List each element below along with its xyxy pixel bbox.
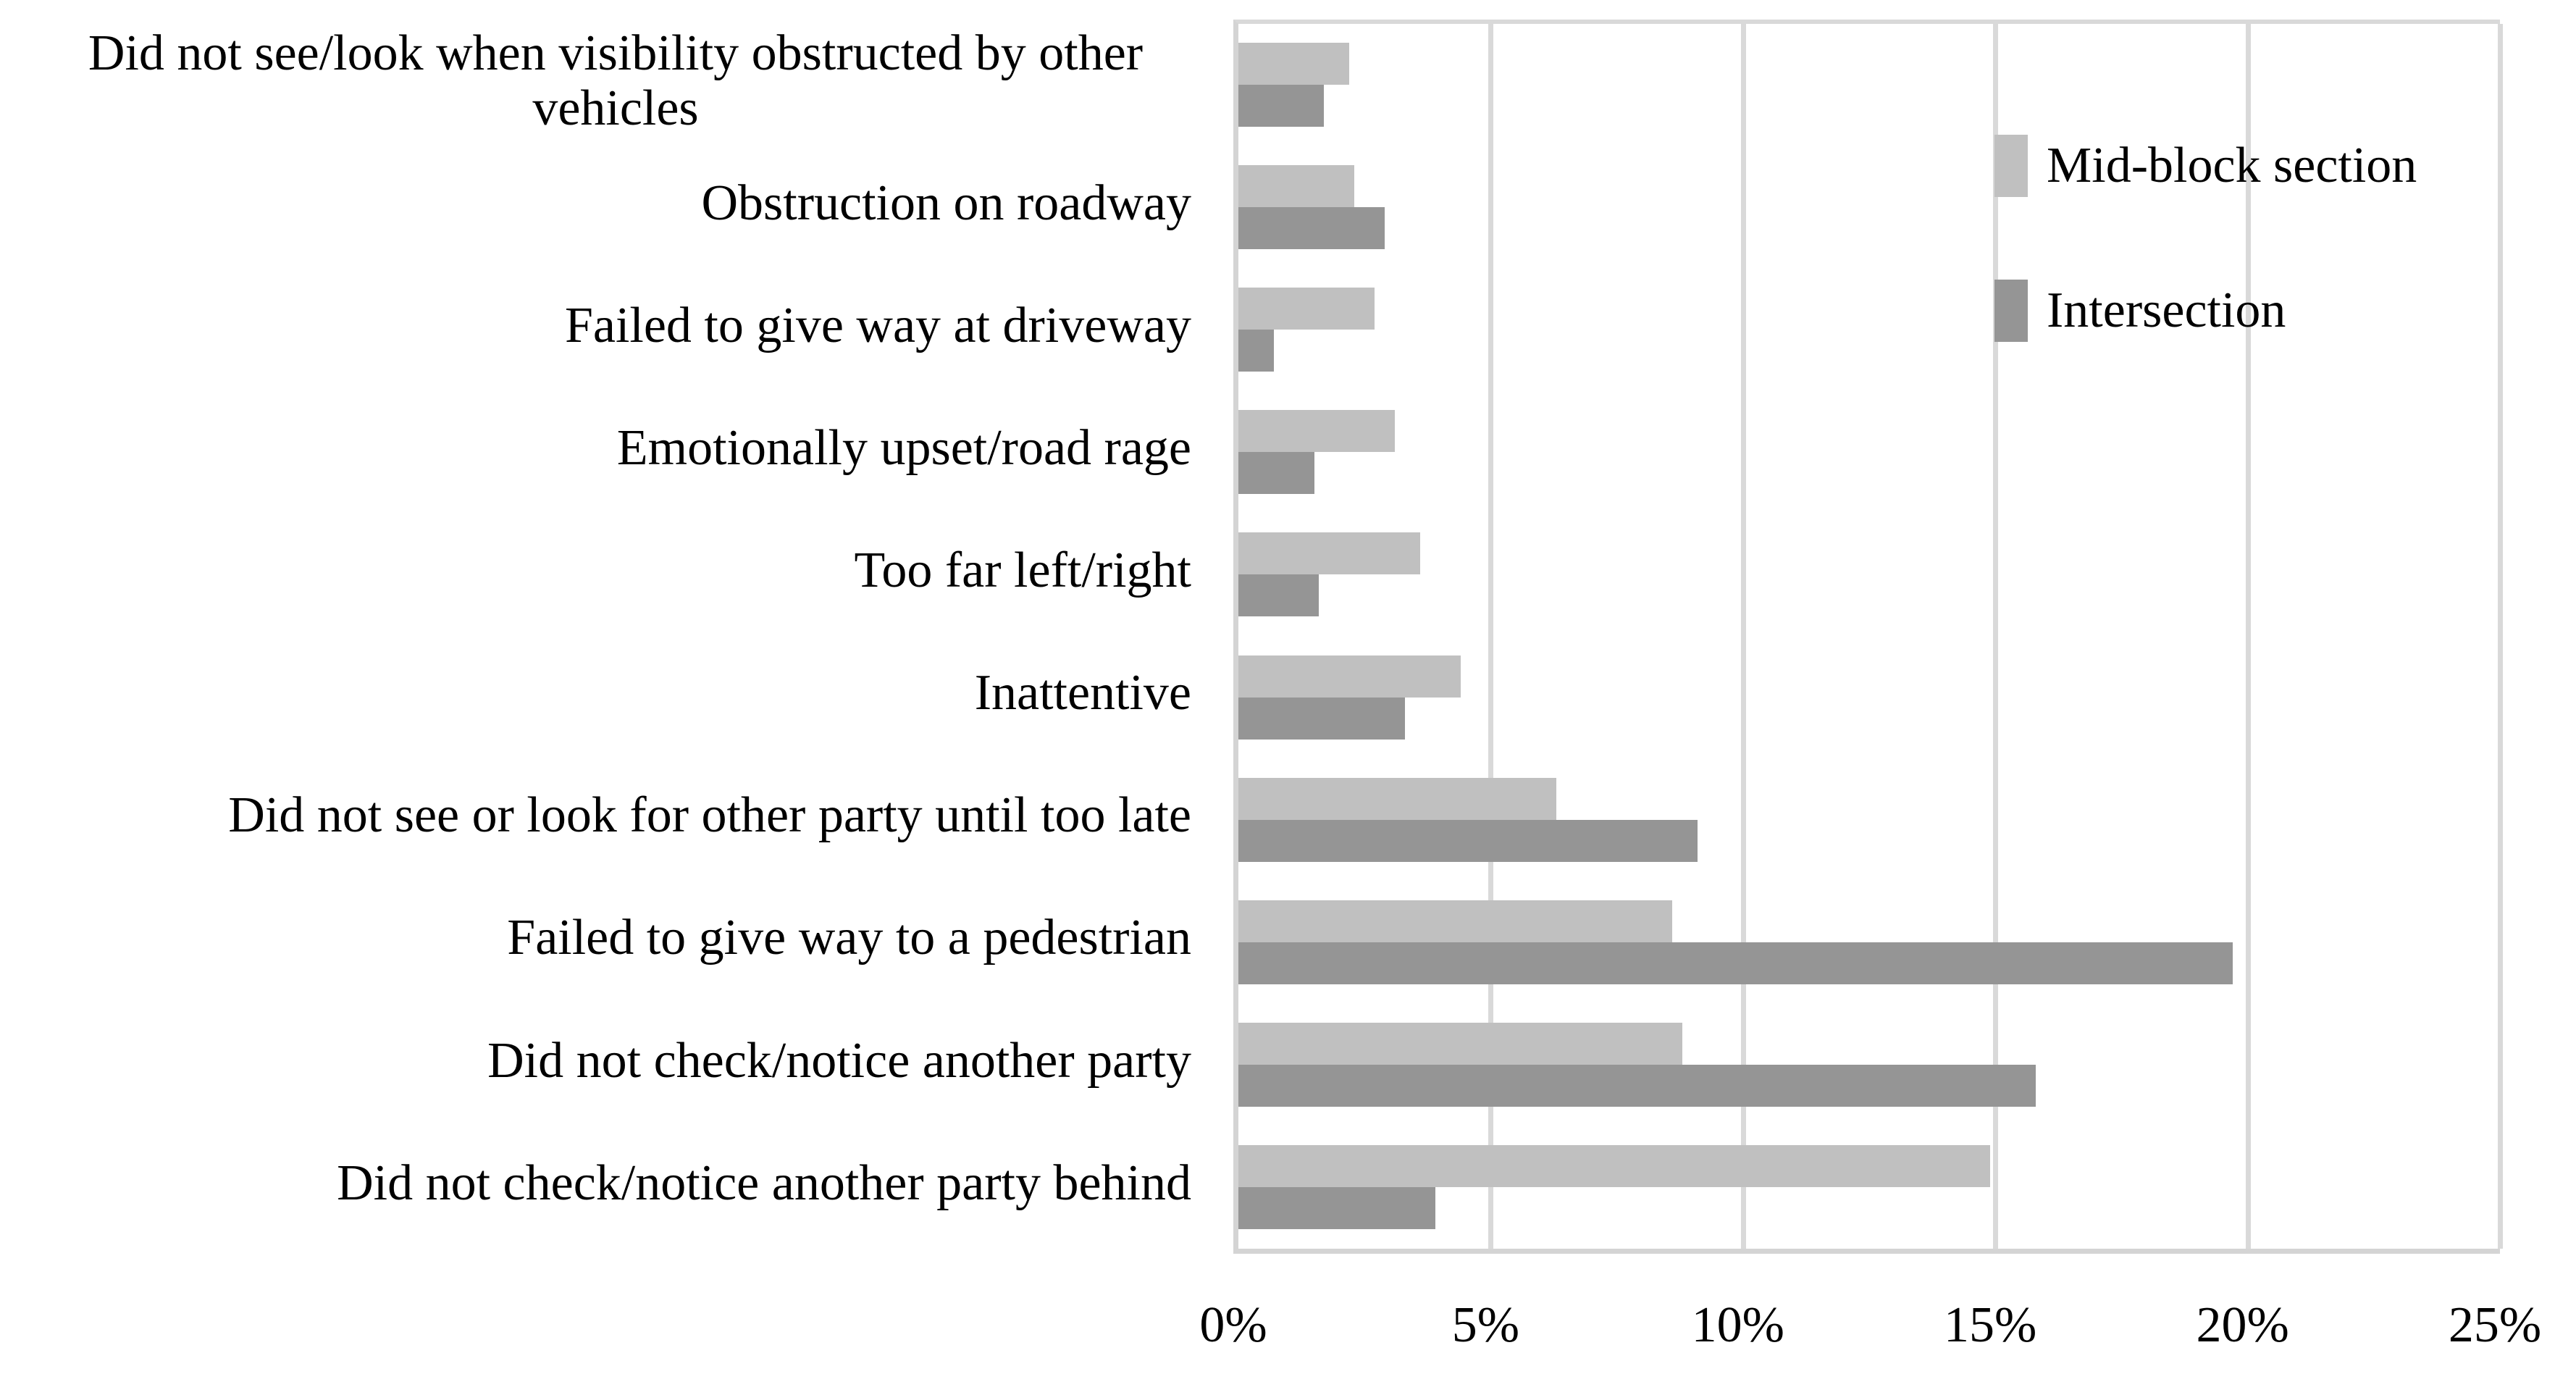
category-row bbox=[1238, 637, 2500, 759]
category-label-text: Did not see or look for other party unti… bbox=[228, 787, 1191, 844]
x-tick-label: 15% bbox=[1944, 1297, 2037, 1353]
category-label-text: Failed to give way at driveway bbox=[564, 297, 1191, 353]
category-label: Too far left/right bbox=[0, 509, 1192, 632]
bar-intersection bbox=[1238, 330, 1274, 372]
category-label: Did not check/notice another party bbox=[0, 1000, 1191, 1122]
bar-intersection bbox=[1238, 697, 1405, 740]
bar-mid-block bbox=[1238, 288, 1375, 330]
bar-intersection bbox=[1238, 942, 2233, 984]
legend-entry: Mid-block section bbox=[1994, 133, 2417, 199]
legend-swatch-icon bbox=[1994, 135, 2028, 197]
x-tick-label: 5% bbox=[1451, 1297, 1520, 1353]
category-row bbox=[1238, 269, 2500, 391]
category-label: Failed to give way at driveway bbox=[0, 264, 1191, 387]
legend-label: Mid-block section bbox=[2047, 138, 2417, 193]
category-label: Did not see or look for other party unti… bbox=[0, 755, 1191, 877]
category-label-text: Did not check/notice another party behin… bbox=[337, 1155, 1191, 1211]
legend-swatch-icon bbox=[1994, 280, 2028, 342]
legend-label: Intersection bbox=[2047, 282, 2286, 338]
bar-mid-block bbox=[1238, 43, 1350, 85]
bar-mid-block bbox=[1238, 1022, 1683, 1065]
bar-mid-block bbox=[1238, 777, 1556, 820]
category-label-text: Failed to give way to a pedestrian bbox=[507, 910, 1191, 966]
category-label-text: Did not see/look when visibility obstruc… bbox=[88, 25, 1144, 136]
category-axis-labels: Did not see/look when visibility obstruc… bbox=[0, 20, 1191, 1254]
bar-intersection bbox=[1238, 1186, 1435, 1229]
x-tick-label: 0% bbox=[1199, 1297, 1267, 1353]
gridline-10pct bbox=[1740, 24, 1746, 1249]
plot-area bbox=[1233, 20, 2503, 1254]
bar-intersection bbox=[1238, 574, 1320, 617]
legend-entry: Intersection bbox=[1994, 277, 2417, 344]
category-row bbox=[1238, 391, 2500, 514]
category-label-text: Obstruction on roadway bbox=[701, 175, 1191, 231]
category-label-text: Too far left/right bbox=[854, 543, 1192, 599]
category-label-text: Inattentive bbox=[974, 665, 1191, 721]
bar-intersection bbox=[1238, 85, 1325, 127]
category-row bbox=[1238, 514, 2500, 636]
category-label-text: Did not check/notice another party bbox=[487, 1032, 1191, 1089]
bar-intersection bbox=[1238, 207, 1385, 250]
bar-mid-block bbox=[1238, 900, 1673, 942]
bar-mid-block bbox=[1238, 165, 1355, 208]
category-label: Did not see/look when visibility obstruc… bbox=[0, 20, 1191, 142]
gridline-25pct bbox=[2498, 24, 2503, 1249]
gridline-5pct bbox=[1488, 24, 1494, 1249]
bar-intersection bbox=[1238, 1064, 2036, 1107]
bar-mid-block bbox=[1238, 410, 1395, 453]
gridline-20pct bbox=[2245, 24, 2251, 1249]
bar-mid-block bbox=[1238, 655, 1461, 698]
category-label: Obstruction on roadway bbox=[0, 142, 1191, 264]
category-row bbox=[1238, 1004, 2500, 1126]
bar-intersection bbox=[1238, 452, 1314, 495]
x-tick-label: 25% bbox=[2448, 1297, 2542, 1353]
category-label: Failed to give way to a pedestrian bbox=[0, 877, 1191, 1000]
category-label-text: Emotionally upset/road rage bbox=[616, 420, 1191, 477]
category-row bbox=[1238, 881, 2500, 1004]
category-label: Inattentive bbox=[0, 632, 1191, 755]
category-row bbox=[1238, 24, 2500, 146]
bar-intersection bbox=[1238, 819, 1698, 862]
category-row bbox=[1238, 146, 2500, 269]
category-row bbox=[1238, 1126, 2500, 1249]
bar-mid-block bbox=[1238, 1144, 1991, 1187]
category-label: Emotionally upset/road rage bbox=[0, 387, 1191, 509]
x-tick-label: 20% bbox=[2196, 1297, 2289, 1353]
category-row bbox=[1238, 759, 2500, 881]
bar-mid-block bbox=[1238, 532, 1420, 575]
legend: Mid-block section Intersection bbox=[1994, 133, 2417, 422]
category-label: Did not check/notice another party behin… bbox=[0, 1122, 1191, 1244]
x-tick-label: 10% bbox=[1691, 1297, 1784, 1353]
gridline-15pct bbox=[1993, 24, 1999, 1249]
